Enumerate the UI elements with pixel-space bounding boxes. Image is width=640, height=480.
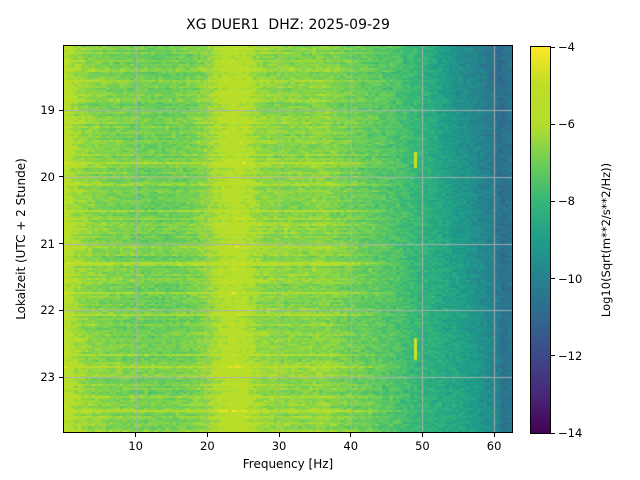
colorbar-tick-mark (551, 200, 555, 202)
x-tick-mark (421, 433, 423, 437)
y-tick-label: 19 (40, 103, 55, 118)
colorbar-gradient (531, 47, 550, 433)
x-tick-mark (493, 433, 495, 437)
colorbar-tick-mark (551, 432, 555, 434)
colorbar-tick-label: −8 (558, 194, 575, 209)
colorbar-tick-label: −14 (558, 426, 583, 440)
colorbar-tick-mark (551, 278, 555, 280)
y-tick-mark (59, 309, 63, 311)
x-tick-label: 60 (486, 439, 502, 453)
colorbar-tick-mark (551, 123, 555, 125)
spectrogram-plot-area (63, 45, 513, 433)
y-tick-mark (59, 376, 63, 378)
x-tick-label: 10 (128, 439, 143, 453)
y-tick-label: 20 (40, 169, 55, 184)
y-tick-label: 22 (40, 303, 55, 318)
y-axis-label: Lokalzeit (UTC + 2 Stunde) (14, 158, 28, 320)
y-tick-mark (59, 176, 63, 178)
x-axis-label: Frequency [Hz] (242, 457, 334, 471)
y-tick-label: 23 (40, 370, 55, 385)
chart-title: XG DUER1 DHZ: 2025-09-29 (186, 17, 390, 33)
x-tick-label: 40 (343, 439, 359, 453)
spectrogram-canvas (64, 46, 512, 432)
colorbar-tick-mark (551, 46, 555, 48)
colorbar-label: Log10(Sqrt(m**2/s**2/Hz)) (599, 162, 613, 318)
x-tick-label: 20 (200, 439, 215, 453)
x-tick-mark (206, 433, 208, 437)
y-tick-mark (59, 109, 63, 111)
colorbar-tick-mark (551, 355, 555, 357)
colorbar-tick-label: −6 (558, 117, 575, 132)
colorbar (530, 46, 551, 434)
x-tick-mark (350, 433, 352, 437)
x-tick-mark (278, 433, 280, 437)
x-tick-mark (135, 433, 137, 437)
x-tick-label: 30 (271, 439, 287, 453)
colorbar-tick-label: −12 (558, 348, 583, 363)
y-tick-label: 21 (40, 236, 55, 251)
colorbar-tick-label: −10 (558, 271, 583, 286)
y-tick-mark (59, 243, 63, 245)
colorbar-tick-label: −4 (558, 40, 575, 54)
x-tick-label: 50 (415, 439, 430, 453)
